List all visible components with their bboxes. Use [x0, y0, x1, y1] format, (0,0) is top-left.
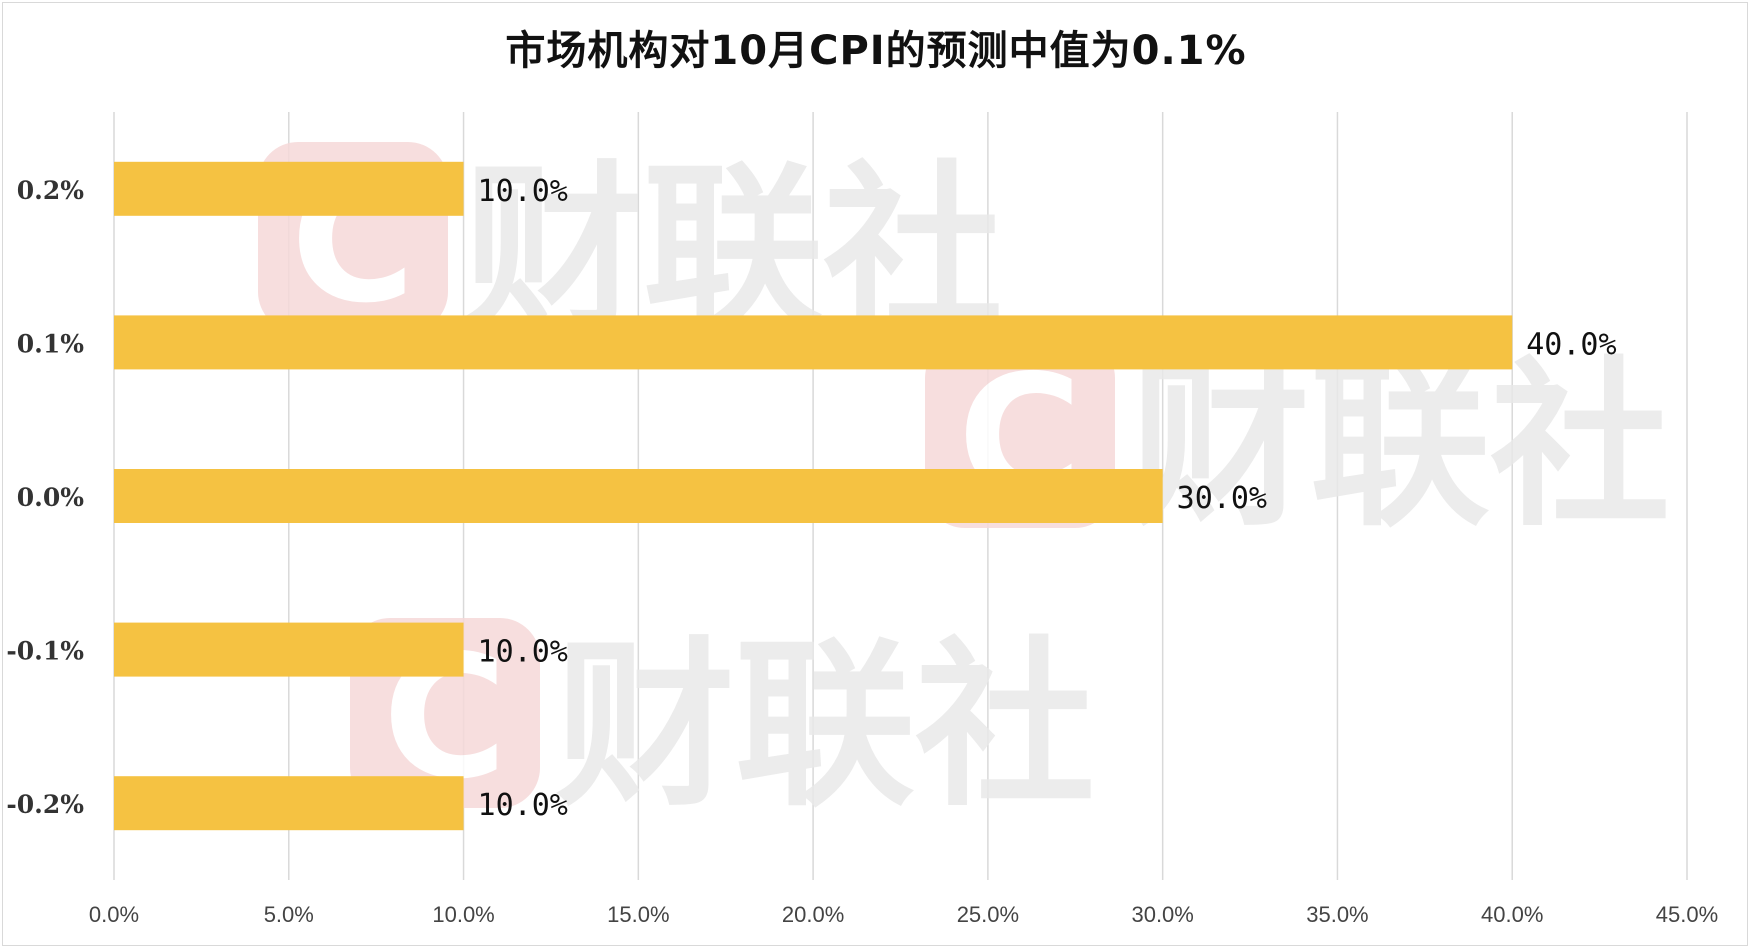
bar — [114, 161, 464, 216]
bar — [114, 622, 464, 677]
watermark-text: 财联社 — [555, 622, 1095, 831]
bar — [114, 315, 1513, 370]
data-label: 10.0% — [478, 635, 568, 670]
data-label: 10.0% — [478, 174, 568, 209]
category-label: 0.1% — [17, 329, 84, 358]
bar — [114, 469, 1163, 523]
category-label: -0.2% — [6, 790, 84, 819]
x-tick-label: 0.0% — [89, 902, 139, 927]
x-tick-label: 10.0% — [432, 902, 494, 927]
data-label: 30.0% — [1177, 481, 1267, 516]
watermark-text: 财联社 — [1130, 342, 1670, 551]
bar — [114, 776, 464, 831]
x-tick-label: 30.0% — [1131, 902, 1193, 927]
x-tick-label: 35.0% — [1306, 902, 1368, 927]
x-tick-label: 5.0% — [264, 902, 314, 927]
category-label: -0.1% — [6, 637, 84, 666]
category-label: 0.0% — [17, 483, 84, 512]
data-label: 40.0% — [1526, 327, 1616, 362]
x-tick-labels: 0.0% 5.0% 10.0% 15.0% 20.0% 25.0% 30.0% 35.0% 40… — [89, 902, 1718, 927]
watermark: C 财联社 — [350, 618, 1095, 831]
chart-title: 市场机构对10月CPI的预测中值为0.1% — [505, 28, 1247, 74]
data-label: 10.0% — [478, 788, 568, 823]
bars — [114, 161, 1513, 831]
x-tick-label: 15.0% — [607, 902, 669, 927]
category-label: 0.2% — [17, 176, 84, 205]
category-labels: 0.2% 0.1% 0.0% -0.1% -0.2% — [6, 176, 84, 819]
x-tick-label: 20.0% — [782, 902, 844, 927]
value-labels: 10.0% 40.0% 30.0% 10.0% 10.0% — [478, 174, 1617, 823]
x-tick-label: 25.0% — [957, 902, 1019, 927]
x-tick-label: 40.0% — [1481, 902, 1543, 927]
x-tick-label: 45.0% — [1656, 902, 1718, 927]
